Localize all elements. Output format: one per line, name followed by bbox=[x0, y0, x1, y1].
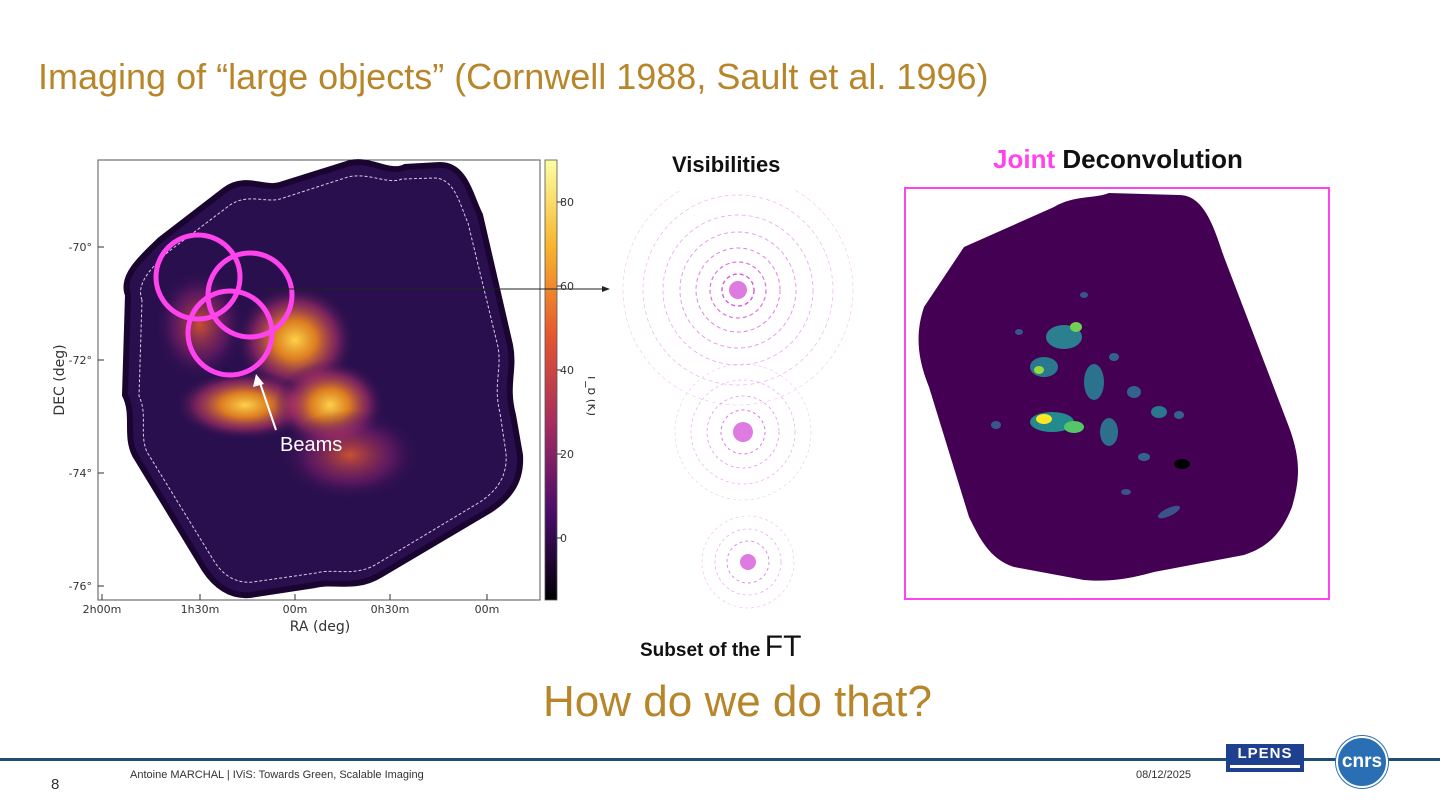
survey-boundary bbox=[138, 175, 507, 583]
visibilities-title: Visibilities bbox=[672, 152, 781, 177]
uv-core-large bbox=[729, 281, 747, 299]
beam-circle bbox=[185, 288, 275, 378]
deconvolved-footprint bbox=[918, 193, 1298, 581]
beam-circle bbox=[153, 232, 243, 322]
emission-left bbox=[155, 270, 245, 380]
slide-title: Imaging of “large objects” (Cornwell 198… bbox=[38, 56, 989, 97]
colorbar-label: T_b (K) bbox=[585, 373, 595, 416]
footer-author-name: Antoine MARCHAL bbox=[130, 769, 224, 781]
uv-coverage-medium bbox=[674, 363, 812, 501]
lpens-logo-text: LPENS bbox=[1237, 745, 1293, 762]
emission-diffuse bbox=[280, 410, 420, 500]
x-tick-label: 0h30m bbox=[371, 603, 410, 616]
uv-coverage-large bbox=[622, 190, 854, 406]
x-tick-label: 2h00m bbox=[83, 603, 122, 616]
y-tick-label: -70° bbox=[69, 241, 92, 254]
colorbar-tick-label: 20 bbox=[560, 448, 574, 461]
cnrs-logo: cnrs bbox=[1336, 736, 1388, 788]
colorbar-ticks: 80 60 40 20 0 bbox=[557, 196, 574, 545]
beams-arrowhead bbox=[253, 374, 264, 387]
visibilities-plot bbox=[622, 190, 854, 609]
uv-core-small bbox=[740, 554, 756, 570]
colorbar-tick-label: 40 bbox=[560, 364, 574, 377]
deconvolution-title-highlight: Joint bbox=[993, 144, 1056, 174]
deconvolution-title-rest: Deconvolution bbox=[1062, 144, 1243, 174]
colorbar-tick-label: 0 bbox=[560, 532, 567, 545]
x-axis-label: RA (deg) bbox=[290, 619, 351, 635]
caption-ft: FT bbox=[764, 630, 802, 663]
colorbar-tick-label: 60 bbox=[560, 280, 574, 293]
deconvolution-title: Joint Deconvolution bbox=[993, 144, 1243, 175]
beams-label: Beams bbox=[280, 434, 342, 456]
x-tick-label: 1h30m bbox=[181, 603, 220, 616]
uv-coverage-small bbox=[701, 515, 795, 609]
lpens-logo-stripe bbox=[1230, 765, 1300, 768]
beam-to-visibilities-arrow bbox=[265, 286, 610, 292]
x-ticks: 2h00m 1h30m 00m 0h30m 00m bbox=[83, 594, 500, 616]
sky-map-figure: Beams -70° -72° -74° -76° 2h00m 1h30m 00… bbox=[52, 159, 595, 635]
beams-arrow bbox=[259, 382, 277, 431]
y-tick-label: -72° bbox=[69, 354, 92, 367]
emission-clumps bbox=[991, 292, 1190, 519]
uv-core-medium bbox=[733, 422, 753, 442]
y-tick-label: -76° bbox=[69, 580, 92, 593]
x-tick-label: 00m bbox=[475, 603, 500, 616]
footer-author: Antoine MARCHAL | IViS: Towards Green, S… bbox=[130, 769, 424, 781]
footer-talk-title: | IViS: Towards Green, Scalable Imaging bbox=[226, 769, 424, 781]
footer-date: 08/12/2025 bbox=[1136, 769, 1192, 781]
colorbar bbox=[544, 159, 558, 601]
lpens-logo: LPENS bbox=[1226, 744, 1304, 772]
colorbar-tick-label: 80 bbox=[560, 196, 574, 209]
y-tick-label: -74° bbox=[69, 467, 92, 480]
y-axis-label: DEC (deg) bbox=[52, 344, 68, 415]
deconvolution-image bbox=[904, 187, 1330, 600]
page-number: 8 bbox=[51, 776, 60, 793]
x-tick-label: 00m bbox=[283, 603, 308, 616]
footer-rule bbox=[0, 758, 1440, 761]
y-ticks: -70° -72° -74° -76° bbox=[69, 241, 104, 593]
question-text: How do we do that? bbox=[543, 677, 932, 726]
visibilities-caption: Subset of the FT bbox=[640, 630, 801, 664]
caption-prefix: Subset of the bbox=[640, 640, 761, 661]
